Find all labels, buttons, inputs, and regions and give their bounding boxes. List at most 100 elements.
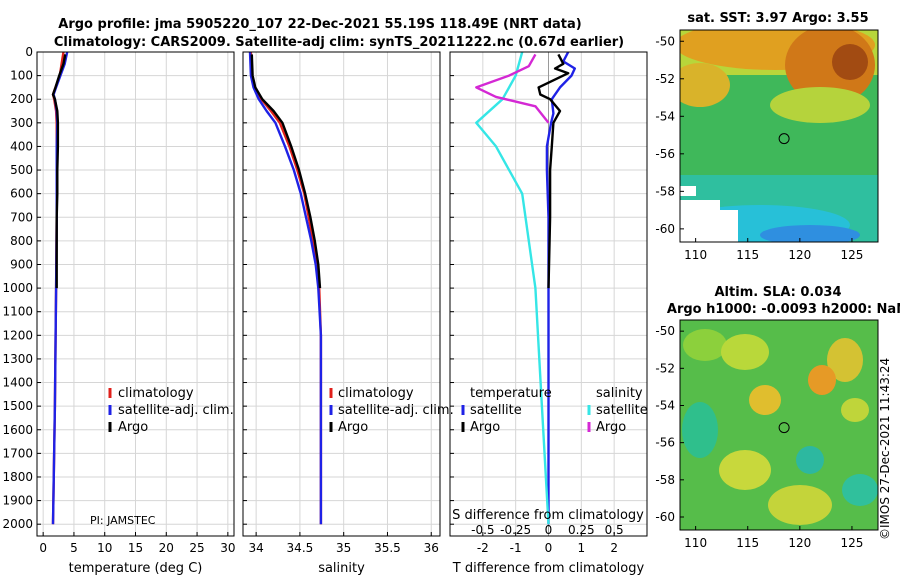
- x-tick-label: 36: [424, 541, 439, 555]
- x-tick-label: 1: [578, 541, 586, 555]
- map-y-tick-label: -56: [655, 147, 675, 161]
- y-tick-label: 200: [10, 92, 33, 106]
- s-tick-label: -0.25: [500, 523, 531, 537]
- y-tick-label: 100: [10, 69, 33, 83]
- sla-patch: [683, 329, 727, 361]
- sst-hot-spot: [832, 44, 868, 80]
- figure-title-line1: Argo profile: jma 5905220_107 22-Dec-202…: [58, 17, 581, 32]
- imos-credit: ©IMOS 27-Dec-2021 11:43:24: [878, 357, 892, 540]
- x-tick-label: 34: [248, 541, 263, 555]
- series-s-satellite: [475, 51, 550, 525]
- legend-satellite-label: satellite-adj. clim.: [118, 403, 234, 418]
- map-y-tick-label: -56: [655, 436, 675, 450]
- temperature-panel: 0 5 10 15 20 25 300100200300400500600700800900…: [2, 45, 235, 576]
- sla-patch: [827, 338, 863, 382]
- y-tick-label: 1500: [2, 399, 33, 413]
- sla-map-subtitle: Argo h1000: -0.0093 h2000: NaN: [667, 302, 900, 317]
- sla-map-title: Altim. SLA: 0.034: [715, 285, 842, 300]
- legend-satellite-label: satellite-adj. clim.: [338, 403, 454, 418]
- sst-argo-position-marker: [778, 133, 790, 145]
- y-tick-label: 1800: [2, 470, 33, 484]
- sla-patch: [719, 450, 771, 490]
- s-tick-label: 0.25: [568, 523, 595, 537]
- plot-frame: [36, 51, 235, 537]
- legend-t-satellite-label: satellite: [470, 403, 522, 418]
- y-tick-label: 800: [10, 234, 33, 248]
- s-tick-label: -0.5: [471, 523, 494, 537]
- temperature-legend: climatology satellite-adj. clim. Argo: [108, 386, 234, 435]
- legend-salinity-title: salinity: [596, 386, 643, 401]
- x-tick-label: 20: [159, 541, 174, 555]
- salinity-legend: climatology satellite-adj. clim. Argo: [329, 386, 454, 435]
- map-x-tick-label: 125: [840, 248, 863, 262]
- y-tick-label: 1600: [2, 423, 33, 437]
- sst-map: 110 115 120 125 -50 -52 -54 -56 -58 -60: [655, 29, 879, 262]
- y-tick-label: 400: [10, 139, 33, 153]
- x-tick-label: 35.5: [374, 541, 401, 555]
- plot-frame: [449, 51, 648, 537]
- legend-climatology-label: climatology: [118, 386, 194, 401]
- sst-mid-patch: [770, 87, 870, 123]
- map-x-tick-label: 110: [684, 536, 707, 550]
- legend-climatology-label: climatology: [338, 386, 414, 401]
- s-tick-label: 0.5: [605, 523, 624, 537]
- y-tick-label: 0: [25, 45, 33, 59]
- x-tick-label: -2: [477, 541, 489, 555]
- y-tick-label: 1300: [2, 352, 33, 366]
- map-x-tick-label: 120: [788, 248, 811, 262]
- s-difference-ticks: -0.5 -0.25 0 0.25 0.5: [471, 523, 624, 537]
- x-tick-label: 5: [70, 541, 78, 555]
- map-x-tick-label: 110: [684, 248, 707, 262]
- sla-high-patch: [808, 365, 836, 395]
- legend-s-argo-label: Argo: [596, 420, 626, 435]
- legend-argo-label: Argo: [118, 420, 148, 435]
- map-x-tick-label: 115: [736, 248, 759, 262]
- x-tick-label: 10: [97, 541, 112, 555]
- salinity-panel: 34 34.5 35 35.5 36 salinity: [242, 51, 441, 576]
- sla-patch: [841, 398, 869, 422]
- sla-low-patch: [842, 474, 878, 506]
- y-tick-label: 1200: [2, 328, 33, 342]
- y-tick-label: 2000: [2, 517, 33, 531]
- map-x-tick-label: 120: [788, 536, 811, 550]
- map-y-tick-label: -54: [655, 109, 675, 123]
- s-tick-label: 0: [545, 523, 553, 537]
- sst-map-field: [680, 30, 878, 242]
- difference-panel: -2 -1 0 1 2 T difference from climatology: [449, 51, 648, 576]
- sla-map-field: [680, 320, 878, 530]
- legend-argo-label: Argo: [338, 420, 368, 435]
- y-tick-label: 600: [10, 187, 33, 201]
- sla-low-patch: [796, 446, 824, 474]
- y-tick-label: 300: [10, 116, 33, 130]
- sla-argo-position-marker: [778, 422, 790, 434]
- sla-patch: [721, 334, 769, 370]
- x-tick-label: 34.5: [287, 541, 314, 555]
- x-tick-label: -1: [510, 541, 522, 555]
- map-y-tick-label: -50: [655, 324, 675, 338]
- y-tick-label: 500: [10, 163, 33, 177]
- map-x-tick-label: 115: [736, 536, 759, 550]
- map-y-tick-label: -54: [655, 398, 675, 412]
- y-tick-label: 1900: [2, 494, 33, 508]
- series-s-argo: [475, 53, 550, 124]
- legend-t-argo-label: Argo: [470, 420, 500, 435]
- sst-map-frame: [679, 29, 879, 243]
- x-tick-label: 2: [610, 541, 618, 555]
- sla-map-frame: [679, 319, 879, 531]
- x-axis-label: salinity: [318, 561, 365, 576]
- sst-missing-data: [720, 210, 738, 242]
- x-tick-label: 0: [39, 541, 47, 555]
- sla-patch: [749, 385, 781, 415]
- series-argo: [250, 54, 322, 289]
- series-satellite-adj-clim-: [248, 51, 323, 525]
- map-x-tick-label: 125: [840, 536, 863, 550]
- y-tick-label: 1000: [2, 281, 33, 295]
- y-tick-label: 1100: [2, 305, 33, 319]
- series-t-argo: [537, 53, 570, 289]
- x-tick-label: 25: [189, 541, 204, 555]
- x-tick-label: 30: [220, 541, 235, 555]
- sst-map-title: sat. SST: 3.97 Argo: 3.55: [687, 11, 868, 26]
- legend-s-satellite-label: satellite: [596, 403, 648, 418]
- sla-patch: [768, 485, 832, 525]
- figure-title-line2: Climatology: CARS2009. Satellite-adj cli…: [54, 35, 624, 50]
